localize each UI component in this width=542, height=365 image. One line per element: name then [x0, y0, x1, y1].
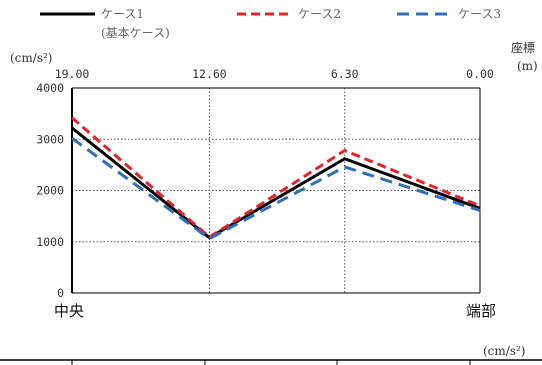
bottom-table-fragment: [0, 359, 542, 365]
legend-label-case2: ケース2: [298, 7, 341, 21]
y-tick-label: 3000: [36, 132, 64, 146]
legend-label-case3: ケース3: [458, 7, 501, 21]
legend: ケース1 (基本ケース) ケース2 ケース3: [40, 7, 501, 40]
x-tick-labels: 19.00 12.60 6.30 0.00: [55, 67, 494, 81]
legend-item-case2: ケース2: [237, 7, 341, 21]
y-tick-label: 4000: [36, 81, 64, 95]
x-tick-label: 0.00: [466, 67, 494, 81]
axes: [71, 87, 481, 294]
series-lines: [71, 116, 481, 241]
series-line-case2: [71, 116, 481, 240]
y-tick-label: 1000: [36, 235, 64, 249]
x-tick-label: 6.30: [331, 67, 359, 81]
right-end-label: 端部: [466, 302, 496, 320]
series-line-case1: [71, 126, 481, 240]
legend-item-case3: ケース3: [397, 7, 501, 21]
y-tick-label: 2000: [36, 184, 64, 198]
bottom-unit-label: (cm/s²): [483, 344, 525, 358]
legend-item-case1: ケース1 (基本ケース): [40, 7, 170, 40]
y-tick-label: 0: [57, 286, 64, 300]
left-end-label: 中央: [54, 302, 84, 320]
y-unit-label: (cm/s²): [10, 51, 52, 65]
y-tick-labels: 4000 3000 2000 1000 0: [36, 81, 64, 300]
x-axis-title: 座標: [511, 40, 535, 55]
x-tick-label: 12.60: [192, 67, 227, 81]
grid: [72, 88, 480, 293]
legend-label-case1: ケース1: [101, 7, 144, 21]
legend-note-basecase: (基本ケース): [101, 26, 170, 40]
series-line-case3: [71, 137, 481, 241]
x-tick-label: 19.00: [55, 67, 90, 81]
x-axis-unit: (m): [517, 59, 538, 73]
